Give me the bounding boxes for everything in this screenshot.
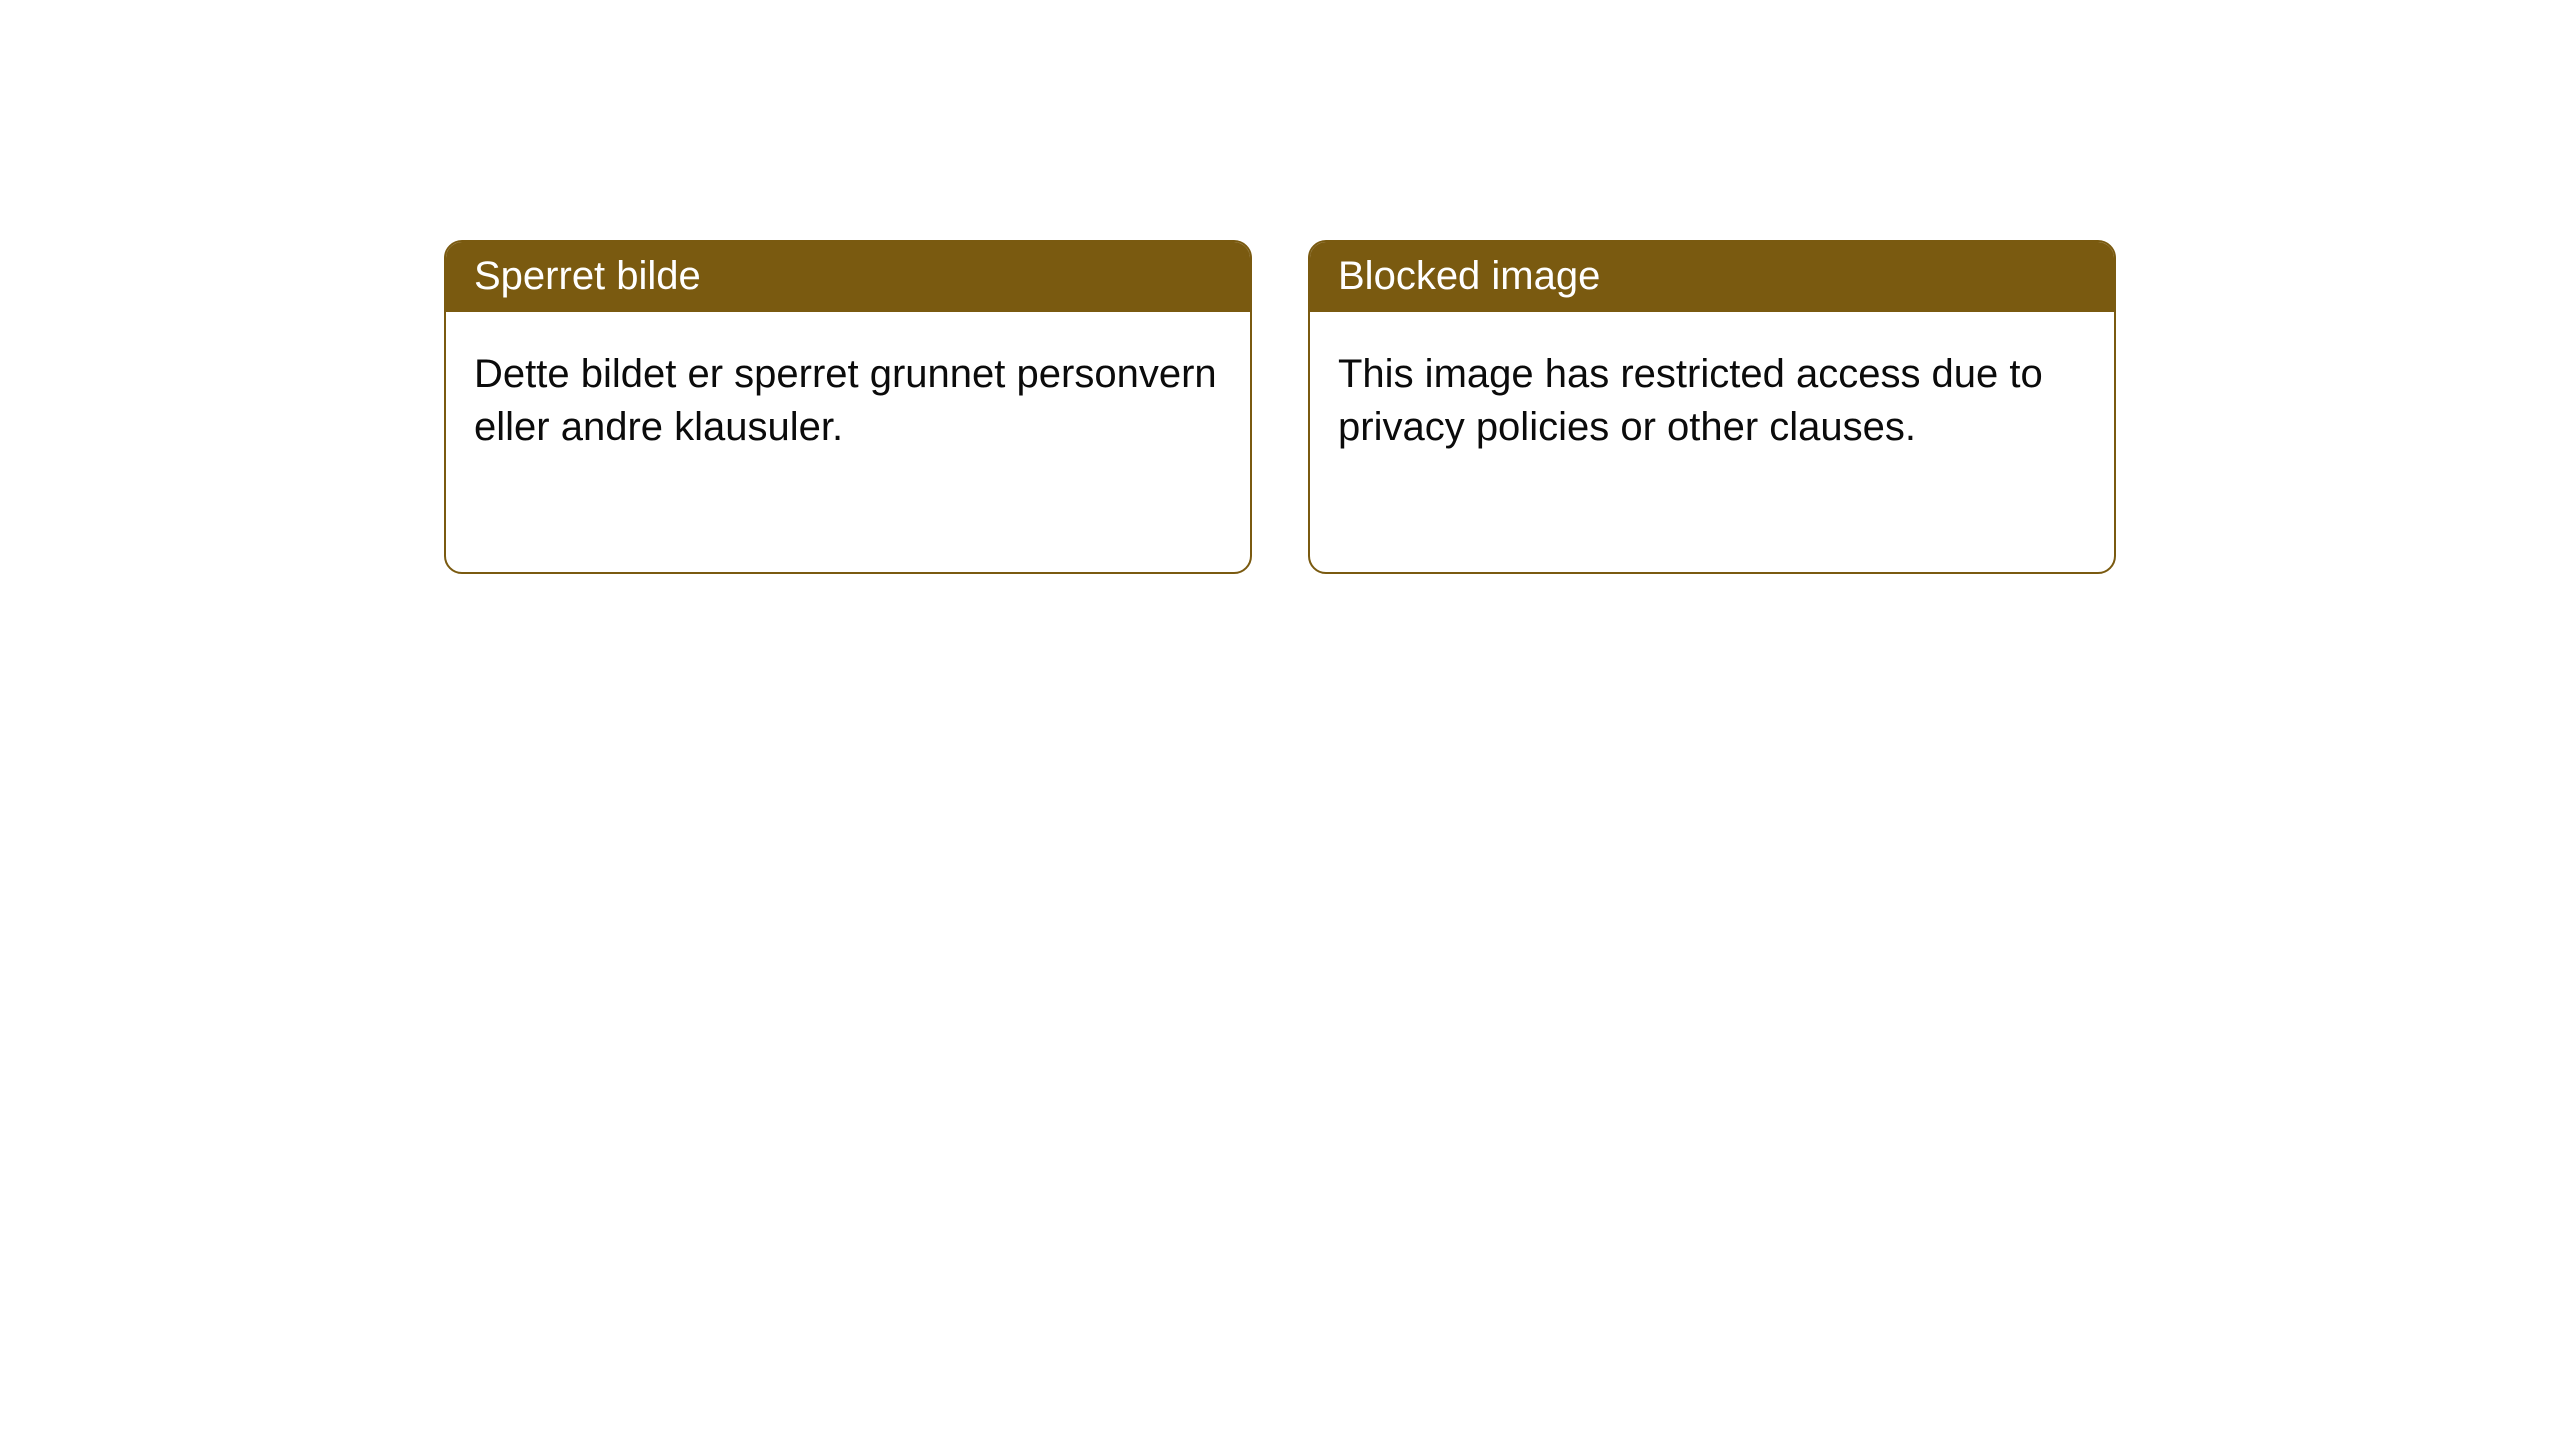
notice-body-en: This image has restricted access due to …	[1310, 312, 2114, 490]
notice-title-en: Blocked image	[1310, 242, 2114, 312]
notice-card-no: Sperret bilde Dette bildet er sperret gr…	[444, 240, 1252, 574]
notice-title-no: Sperret bilde	[446, 242, 1250, 312]
notice-container: Sperret bilde Dette bildet er sperret gr…	[0, 0, 2560, 574]
notice-card-en: Blocked image This image has restricted …	[1308, 240, 2116, 574]
notice-body-no: Dette bildet er sperret grunnet personve…	[446, 312, 1250, 490]
